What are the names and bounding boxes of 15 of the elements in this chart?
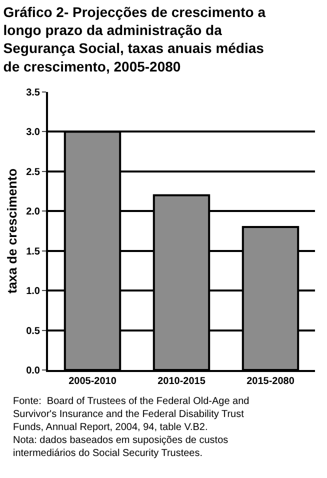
y-tick-label: 0.0: [26, 366, 40, 376]
y-tick-label: 3.5: [26, 88, 40, 98]
y-tick-label: 2.5: [26, 166, 40, 178]
y-tick-label: 2.0: [26, 206, 40, 218]
chart-title: Gráfico 2- Projecções de crescimento a longo prazo da administração da Segurança Social, taxas anuais médias de crescimento, 2005-2080: [3, 4, 266, 74]
text: Nota: dados baseados em suposições de custos intermediários do Social Security Trustees.: [13, 435, 228, 459]
y-tick-label: 1.0: [26, 286, 40, 298]
source-note: Fonte: Board of Trustees of the Federal Old-Age and Survivor's Insurance and the Federal Disability Trust Funds, Annual Report, 2004, 94, table V.B2.: [13, 396, 250, 433]
y-tick-label: 3.0: [26, 127, 40, 138]
y-tick-label: 0.5: [26, 326, 40, 337]
x-tick-label: 2010-2015: [158, 376, 206, 387]
x-tick-label: 2005-2010: [68, 376, 117, 387]
y-axis-title: taxa de crescimento: [4, 168, 20, 294]
y-tick-label: 1.5: [26, 246, 40, 258]
x-tick-label: 2015-2080: [246, 376, 295, 387]
